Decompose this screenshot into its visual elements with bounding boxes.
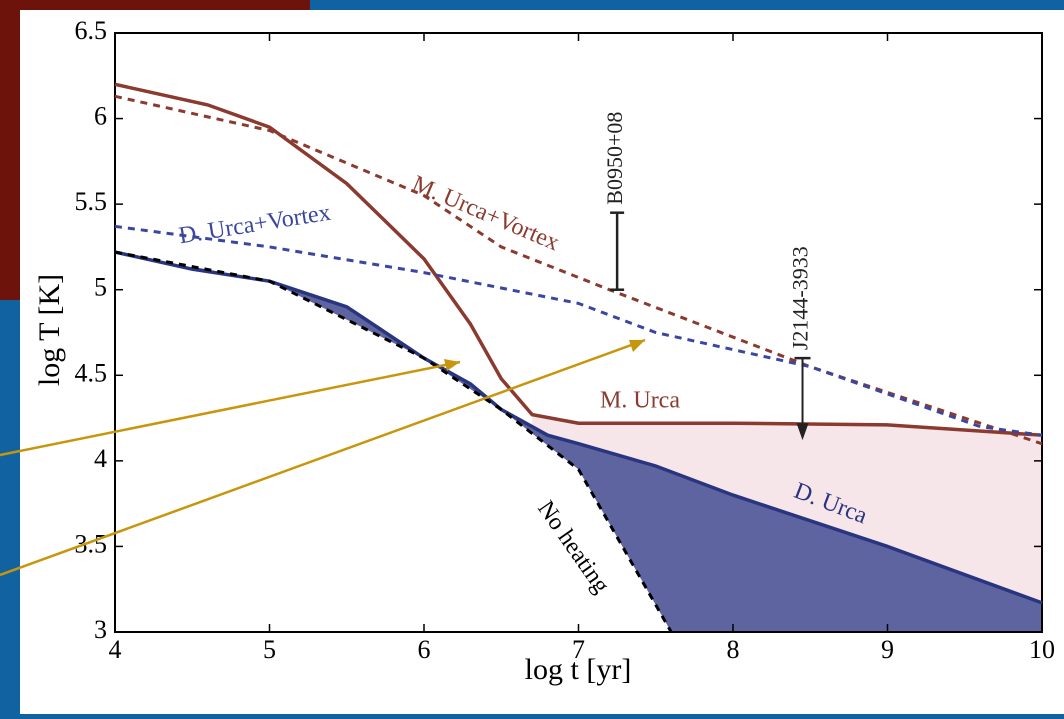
arrow-head [629,340,645,352]
x-tick-label: 10 [1029,635,1055,664]
x-tick-label: 6 [418,635,431,664]
arrow-head [796,423,809,441]
y-tick-label: 5 [94,273,107,302]
y-tick-label: 4.5 [75,358,108,387]
x-tick-label: 8 [727,635,740,664]
y-tick-label: 3.5 [75,529,108,558]
arrow-head [444,359,460,371]
observation-label: J2144-3933 [788,246,813,350]
series-line [114,224,1043,437]
area-fill [192,266,1042,632]
y-tick-label: 6.5 [75,16,108,45]
series-line [114,94,1043,446]
x-tick-label: 7 [572,635,585,664]
y-tick-label: 3 [94,615,107,644]
x-tick-label: 4 [109,635,122,664]
series-label: M. Urca [600,388,680,414]
series-line [114,250,673,633]
x-tick-label: 5 [263,635,276,664]
y-axis-label: log T [K] [33,274,66,386]
y-tick-label: 5.5 [75,187,108,216]
y-tick-label: 6 [94,102,107,131]
x-tick-label: 9 [881,635,894,664]
observation-label: B0950+08 [602,112,627,205]
x-axis-label: log t [yr] [525,653,632,686]
series-line [114,82,1043,437]
pointer-arrow [0,338,646,577]
pointer-arrow [0,360,461,457]
y-tick-label: 4 [94,444,107,473]
